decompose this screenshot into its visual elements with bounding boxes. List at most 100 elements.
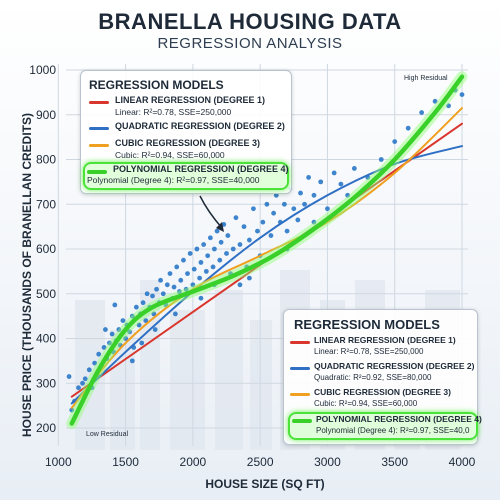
y-tick-label: 400 — [36, 332, 56, 346]
data-point — [459, 92, 465, 98]
data-point — [112, 302, 118, 308]
data-point — [246, 237, 252, 243]
data-point — [225, 233, 231, 238]
data-point — [120, 318, 126, 323]
data-point — [298, 190, 303, 196]
data-point — [251, 206, 256, 212]
data-point — [181, 257, 186, 263]
data-point — [224, 251, 229, 256]
skyline-building — [170, 310, 205, 450]
data-point — [164, 282, 170, 288]
data-point — [86, 367, 92, 373]
data-point — [92, 360, 98, 366]
data-point — [185, 271, 190, 277]
data-point — [136, 322, 142, 328]
data-point — [217, 257, 223, 263]
legend-swatch-polynomial — [87, 170, 107, 174]
data-point — [151, 311, 157, 317]
data-point — [405, 125, 411, 131]
legend-entry-quadratic: QUADRATIC REGRESSION (DEGREE 2) Quadrati… — [288, 361, 474, 387]
chart-subtitle: REGRESSION ANALYSIS — [157, 35, 343, 52]
y-tick-label: 900 — [36, 108, 56, 122]
data-point — [205, 253, 211, 259]
data-point — [194, 246, 200, 252]
annotation-arrow — [199, 195, 223, 229]
data-point — [183, 286, 189, 292]
data-point — [419, 110, 425, 115]
data-point — [158, 277, 163, 283]
legend-stat-cubic: Cubic: R²=0.94, SSE=60,000 — [314, 399, 418, 408]
legend-entry-linear: LINEAR REGRESSION (DEGREE 1) Linear: R²=… — [288, 335, 474, 361]
x-tick-label: 2000 — [180, 455, 207, 469]
legend-entry-cubic: CUBIC REGRESSION (DEGREE 3) Cubic: R²=0.… — [87, 137, 287, 163]
y-tick-label: 1000 — [29, 63, 56, 77]
data-point — [351, 166, 357, 171]
legend-swatch-linear — [290, 341, 310, 344]
data-point — [306, 175, 311, 180]
legend-entry-polynomial: POLYNOMIAL REGRESSION (DEGREE 4) Polynom… — [288, 412, 482, 440]
data-point — [281, 201, 287, 207]
axis-ticks: 1000 1500 2000 2500 3000 3500 4000 200 300 400 500… — [29, 63, 475, 469]
legend-stat-linear: Linear: R²=0.78, SSE=250,000 — [314, 347, 424, 356]
skyline-building — [250, 320, 272, 450]
data-point — [177, 289, 182, 294]
data-point — [129, 358, 135, 364]
data-point — [291, 206, 297, 212]
data-point — [311, 219, 317, 225]
data-point — [197, 275, 203, 281]
legend-label-linear: LINEAR REGRESSION (DEGREE 1) — [115, 95, 266, 105]
legend-entry-cubic: CUBIC REGRESSION (DEGREE 3) Cubic: R²=0.… — [288, 387, 474, 413]
data-point — [139, 340, 145, 346]
legend-entry-quadratic: QUADRATIC REGRESSION (DEGREE 2) — [87, 120, 287, 146]
data-point — [255, 228, 260, 234]
legend-title: REGRESSION MODELS — [89, 78, 224, 92]
regression-curves — [66, 71, 468, 430]
data-point — [144, 291, 150, 297]
data-point — [271, 210, 277, 216]
high-residual-annotation: High Residual — [404, 75, 448, 82]
data-point — [311, 192, 317, 198]
annotation-arrowhead — [216, 222, 224, 232]
data-point — [237, 282, 243, 288]
legend-swatch-quadratic — [89, 127, 109, 130]
data-point — [154, 286, 159, 292]
legend-label-quadratic: QUADRATIC REGRESSION (DEGREE 2) — [314, 361, 475, 371]
data-point — [210, 264, 216, 270]
x-tick-label: 4000 — [449, 455, 476, 469]
data-point — [201, 242, 207, 247]
legend-stat-linear: Linear: R²=0.78, SSE=250,000 — [115, 107, 232, 117]
data-point — [218, 239, 224, 245]
y-tick-label: 800 — [36, 153, 56, 167]
data-point — [143, 318, 149, 323]
legend-top: REGRESSION MODELS LINEAR REGRESSION (DEG… — [80, 70, 292, 194]
scatter-points — [66, 87, 465, 413]
data-point — [133, 304, 139, 310]
data-point — [264, 201, 270, 207]
data-point — [66, 374, 72, 379]
data-point — [284, 228, 290, 234]
data-point — [241, 224, 247, 230]
legend-label-quadratic: QUADRATIC REGRESSION (DEGREE 2) — [115, 121, 285, 131]
y-tick-label: 200 — [36, 421, 56, 435]
x-tick-label: 2500 — [247, 455, 274, 469]
quadratic-curve — [70, 145, 463, 405]
legend-label-cubic: CUBIC REGRESSION (DEGREE 3) — [115, 138, 261, 148]
data-point — [123, 336, 128, 341]
y-tick-label: 600 — [36, 242, 56, 256]
data-point — [198, 295, 204, 301]
data-point — [260, 219, 266, 225]
data-point — [198, 260, 204, 265]
skyline-building — [215, 290, 243, 450]
data-point — [207, 235, 213, 241]
y-axis-title: HOUSE PRICE (THOUSANDS OF BRANELLAN CRED… — [20, 112, 34, 438]
data-point — [318, 179, 324, 185]
data-point — [101, 345, 107, 350]
legend-label-polynomial: POLYNOMIAL REGRESSION (DEGREE 4) — [113, 164, 289, 174]
x-tick-label: 3000 — [314, 455, 341, 469]
data-point — [129, 313, 135, 319]
x-tick-label: 1500 — [112, 455, 139, 469]
data-point — [69, 407, 75, 413]
data-point — [273, 192, 279, 198]
data-point — [246, 275, 252, 281]
data-point — [96, 351, 102, 357]
